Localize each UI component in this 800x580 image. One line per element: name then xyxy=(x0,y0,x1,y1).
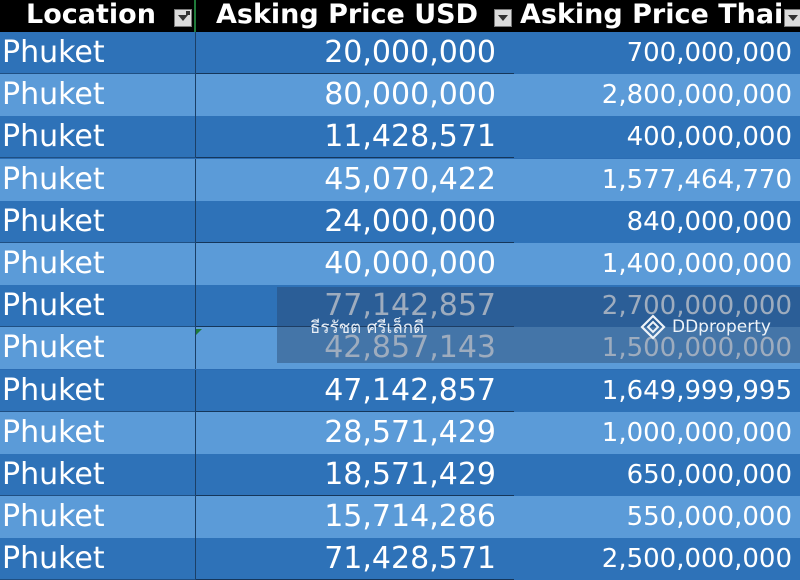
table-row: Phuket 24,000,000 840,000,000 xyxy=(0,200,800,243)
cell-location[interactable]: Phuket xyxy=(0,74,196,117)
ddproperty-logo-icon xyxy=(640,314,666,340)
cell-thb[interactable]: 1,577,464,770 xyxy=(514,158,800,201)
cell-location[interactable]: Phuket xyxy=(0,327,196,370)
cell-comment-indicator xyxy=(196,329,202,335)
cell-location[interactable]: Phuket xyxy=(0,243,196,285)
table-row: Phuket 45,070,422 1,577,464,770 xyxy=(0,158,800,201)
selection-edge xyxy=(194,0,196,32)
cell-usd[interactable]: 18,571,429 xyxy=(196,454,514,496)
table-row: Phuket 80,000,000 2,800,000,000 xyxy=(0,74,800,117)
table-row: Phuket 77,142,857 2,700,000,000 xyxy=(0,285,800,328)
table-row: Phuket 20,000,000 700,000,000 xyxy=(0,32,800,74)
cell-thb[interactable]: 550,000,000 xyxy=(514,496,800,539)
watermark-brand-text: DDproperty xyxy=(672,317,771,337)
cell-location[interactable]: Phuket xyxy=(0,116,196,159)
watermark-name: ธีรรัชต ศรีเล็กดี xyxy=(310,318,425,338)
cell-usd[interactable]: 11,428,571 xyxy=(196,116,514,159)
column-header-thb[interactable]: Asking Price Thai xyxy=(520,0,784,30)
table-row: Phuket 71,428,571 2,500,000,000 xyxy=(0,538,800,580)
table-row: Phuket 15,714,286 550,000,000 xyxy=(0,496,800,539)
cell-location[interactable]: Phuket xyxy=(0,538,196,580)
cell-thb[interactable]: 650,000,000 xyxy=(514,454,800,496)
cell-location[interactable]: Phuket xyxy=(0,369,196,412)
cell-usd[interactable]: 40,000,000 xyxy=(196,243,514,285)
cell-location[interactable]: Phuket xyxy=(0,496,196,539)
cell-thb[interactable]: 1,000,000,000 xyxy=(514,411,800,454)
filter-dropdown-location-icon[interactable] xyxy=(174,9,192,27)
cell-thb[interactable]: 400,000,000 xyxy=(514,116,800,159)
cell-usd[interactable]: 15,714,286 xyxy=(196,496,514,539)
cell-location[interactable]: Phuket xyxy=(0,285,196,328)
table-row: Phuket 11,428,571 400,000,000 xyxy=(0,116,800,159)
column-header-usd[interactable]: Asking Price USD xyxy=(216,0,478,30)
cell-usd[interactable]: 71,428,571 xyxy=(196,538,514,580)
cell-location[interactable]: Phuket xyxy=(0,411,196,454)
cell-usd[interactable]: 24,000,000 xyxy=(196,200,514,243)
cell-usd[interactable]: 45,070,422 xyxy=(196,158,514,201)
filter-dropdown-thb-icon[interactable] xyxy=(784,9,800,27)
cell-location[interactable]: Phuket xyxy=(0,158,196,201)
cell-thb[interactable]: 840,000,000 xyxy=(514,200,800,243)
cell-usd[interactable]: 77,142,857 xyxy=(196,285,514,328)
table-row: Phuket 42,857,143 1,500,000,000 xyxy=(0,327,800,370)
cell-thb[interactable]: 2,500,000,000 xyxy=(514,538,800,580)
cell-usd[interactable]: 47,142,857 xyxy=(196,369,514,412)
cell-usd[interactable]: 28,571,429 xyxy=(196,411,514,454)
cell-thb[interactable]: 2,700,000,000 xyxy=(514,285,800,328)
header-row: Location Asking Price USD Asking Price T… xyxy=(0,0,800,32)
cell-location[interactable]: Phuket xyxy=(0,32,196,74)
table-row: Phuket 47,142,857 1,649,999,995 xyxy=(0,369,800,412)
cell-thb[interactable]: 1,649,999,995 xyxy=(514,369,800,412)
table-row: Phuket 40,000,000 1,400,000,000 xyxy=(0,243,800,285)
cell-thb[interactable]: 2,800,000,000 xyxy=(514,74,800,117)
cell-usd[interactable]: 20,000,000 xyxy=(196,32,514,74)
filter-dropdown-usd-icon[interactable] xyxy=(494,9,512,27)
cell-location[interactable]: Phuket xyxy=(0,200,196,243)
cell-thb[interactable]: 1,400,000,000 xyxy=(514,243,800,285)
column-header-location[interactable]: Location xyxy=(26,0,156,30)
table-row: Phuket 18,571,429 650,000,000 xyxy=(0,454,800,496)
cell-thb[interactable]: 700,000,000 xyxy=(514,32,800,74)
cell-location[interactable]: Phuket xyxy=(0,454,196,496)
cell-usd[interactable]: 80,000,000 xyxy=(196,74,514,117)
cell-usd[interactable]: 42,857,143 xyxy=(196,327,514,370)
table-row: Phuket 28,571,429 1,000,000,000 xyxy=(0,411,800,454)
watermark-brand: DDproperty xyxy=(640,314,771,340)
